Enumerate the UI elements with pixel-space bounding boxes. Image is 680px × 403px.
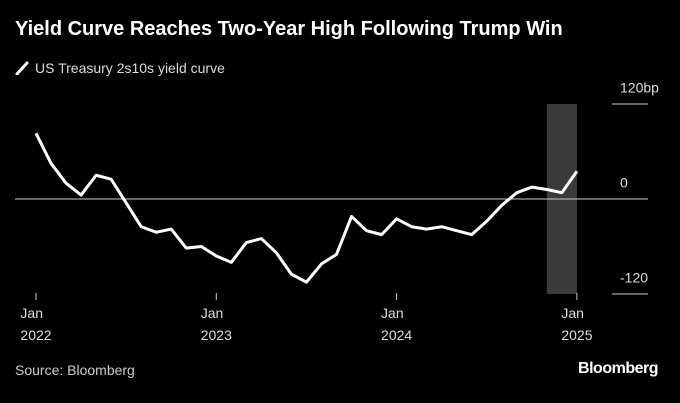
legend: US Treasury 2s10s yield curve (15, 60, 225, 76)
y-tick-label: 120bp (620, 80, 659, 96)
source: Source: Bloomberg (15, 362, 135, 378)
legend-label: US Treasury 2s10s yield curve (35, 60, 225, 76)
legend-icon (15, 61, 29, 75)
chart-title: Yield Curve Reaches Two-Year High Follow… (15, 18, 563, 40)
x-tick-label: Jan 2025 (561, 305, 593, 343)
x-tick-label: Jan 2024 (381, 305, 413, 343)
x-tick-label: Jan 2023 (200, 305, 232, 343)
x-tick-label: Jan 2022 (20, 305, 52, 343)
brand-logo: Bloomberg (578, 360, 658, 377)
data-line (34, 132, 579, 284)
y-tick-label: -120 (620, 270, 648, 286)
y-tick-label: 0 (620, 175, 628, 191)
